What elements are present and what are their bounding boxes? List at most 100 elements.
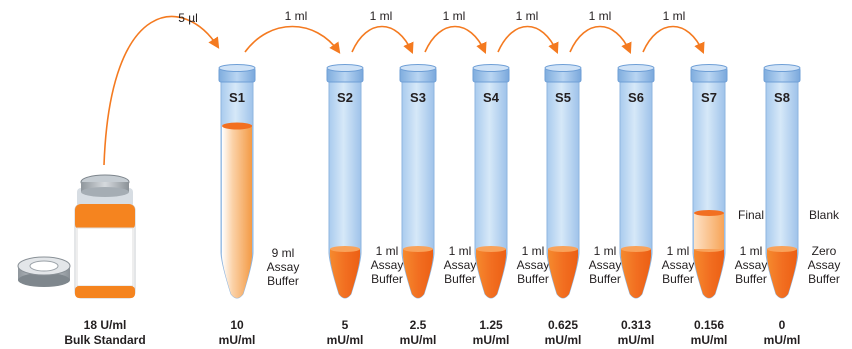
liquid-surface xyxy=(767,246,797,252)
tube-cap-top xyxy=(763,64,801,72)
concentration-unit: mU/ml xyxy=(400,333,437,347)
transfer-arrow xyxy=(103,15,220,166)
buffer-text-line: 1 ml xyxy=(376,244,399,258)
loose-cap-inner xyxy=(29,260,59,272)
concentration-unit: mU/ml xyxy=(327,333,364,347)
tube-label: S5 xyxy=(555,90,571,105)
transfer-volume-label: 1 ml xyxy=(516,9,539,23)
buffer-text-line: Buffer xyxy=(589,272,621,286)
tube-label: S4 xyxy=(483,90,500,105)
liquid-surface xyxy=(548,246,578,252)
concentration-unit: mU/ml xyxy=(691,333,728,347)
liquid-surface xyxy=(330,246,360,252)
transfer-arrow xyxy=(569,25,632,55)
buffer-text-line: Buffer xyxy=(662,272,694,286)
bottle-bottom-band xyxy=(75,286,135,298)
transfer-arrow xyxy=(497,25,559,55)
final-volume-layer xyxy=(694,213,724,249)
tube-tip-liquid xyxy=(475,249,507,298)
tube-cap-top xyxy=(544,64,582,72)
concentration-value: 1.25 xyxy=(479,318,503,332)
buffer-text-line: Assay xyxy=(444,258,477,272)
tube-sample-liquid xyxy=(221,125,253,298)
concentration-value: 0.156 xyxy=(694,318,724,332)
buffer-text-line: 9 ml xyxy=(272,246,295,260)
liquid-surface xyxy=(403,246,433,252)
buffer-text-line: Buffer xyxy=(735,272,767,286)
concentration-unit: mU/ml xyxy=(473,333,510,347)
bottle-label xyxy=(76,227,134,287)
transfer-arrow xyxy=(642,25,705,55)
buffer-text-line: Assay xyxy=(589,258,622,272)
stock-name: Bulk Standard xyxy=(64,333,145,347)
concentration-labels: 10mU/ml5mU/ml2.5mU/ml1.25mU/ml0.625mU/ml… xyxy=(219,318,801,347)
tube-cap-top xyxy=(690,64,728,72)
tube-cap-top xyxy=(399,64,437,72)
tube-cap-top xyxy=(472,64,510,72)
loose-cap xyxy=(17,256,71,287)
liquid-surface xyxy=(621,246,651,252)
liquid-surface xyxy=(476,246,506,252)
transfer-volume-label: 5 µl xyxy=(178,11,198,25)
tube-label: S3 xyxy=(410,90,426,105)
tube-label: S2 xyxy=(337,90,353,105)
transfer-volume-label: 1 ml xyxy=(443,9,466,23)
tube-label: S8 xyxy=(774,90,790,105)
loose-cap-bottom xyxy=(18,273,70,287)
buffer-text-line: 1 ml xyxy=(594,244,617,258)
buffer-text-line: 1 ml xyxy=(740,244,763,258)
concentration-unit: mU/ml xyxy=(618,333,655,347)
tube-tip-liquid xyxy=(547,249,579,298)
tube-cap-top xyxy=(326,64,364,72)
tube-tip-liquid xyxy=(693,249,725,298)
tube-cap-top xyxy=(218,64,256,72)
buffer-text-line: Zero xyxy=(812,244,837,258)
concentration-unit: mU/ml xyxy=(219,333,256,347)
transfer-arrow xyxy=(244,25,341,54)
tube-label: S6 xyxy=(628,90,644,105)
tube-tip-liquid xyxy=(329,249,361,298)
concentration-value: 0 xyxy=(779,318,786,332)
transfer-arrows: 5 µl 1 ml 1 ml 1 ml 1 ml 1 ml 1 ml xyxy=(103,9,705,166)
concentration-unit: mU/ml xyxy=(764,333,801,347)
tube-cap-top xyxy=(617,64,655,72)
buffer-text-line: Buffer xyxy=(517,272,549,286)
bottle-cap-rim xyxy=(81,187,129,197)
bottle-shoulder-band xyxy=(75,204,135,230)
buffer-text-line: Buffer xyxy=(808,272,840,286)
concentration-value: 0.625 xyxy=(548,318,578,332)
buffer-text-line: Assay xyxy=(735,258,768,272)
transfer-arrow xyxy=(424,25,487,55)
buffer-text-line: Assay xyxy=(371,258,404,272)
buffer-text-line: Assay xyxy=(517,258,550,272)
transfer-volume-label: 1 ml xyxy=(589,9,612,23)
liquid-surface xyxy=(222,122,252,130)
tube-tip-liquid xyxy=(766,249,798,298)
buffer-text-line: 1 ml xyxy=(522,244,545,258)
final-volume-surface xyxy=(694,210,724,216)
stock-concentration: 18 U/ml xyxy=(84,318,127,332)
tube-note: Final xyxy=(738,208,764,222)
tube-label: S1 xyxy=(229,90,245,105)
buffer-text-line: 1 ml xyxy=(667,244,690,258)
transfer-volume-label: 1 ml xyxy=(663,9,686,23)
tube-tip-liquid xyxy=(402,249,434,298)
buffer-text-line: Assay xyxy=(662,258,695,272)
buffer-text-line: Assay xyxy=(267,260,300,274)
buffer-text-line: Buffer xyxy=(444,272,476,286)
transfer-volume-label: 1 ml xyxy=(285,9,308,23)
concentration-value: 5 xyxy=(342,318,349,332)
concentration-value: 0.313 xyxy=(621,318,651,332)
transfer-arrow xyxy=(351,25,414,55)
tube-tip-liquid xyxy=(620,249,652,298)
tube-note: Blank xyxy=(809,208,840,222)
